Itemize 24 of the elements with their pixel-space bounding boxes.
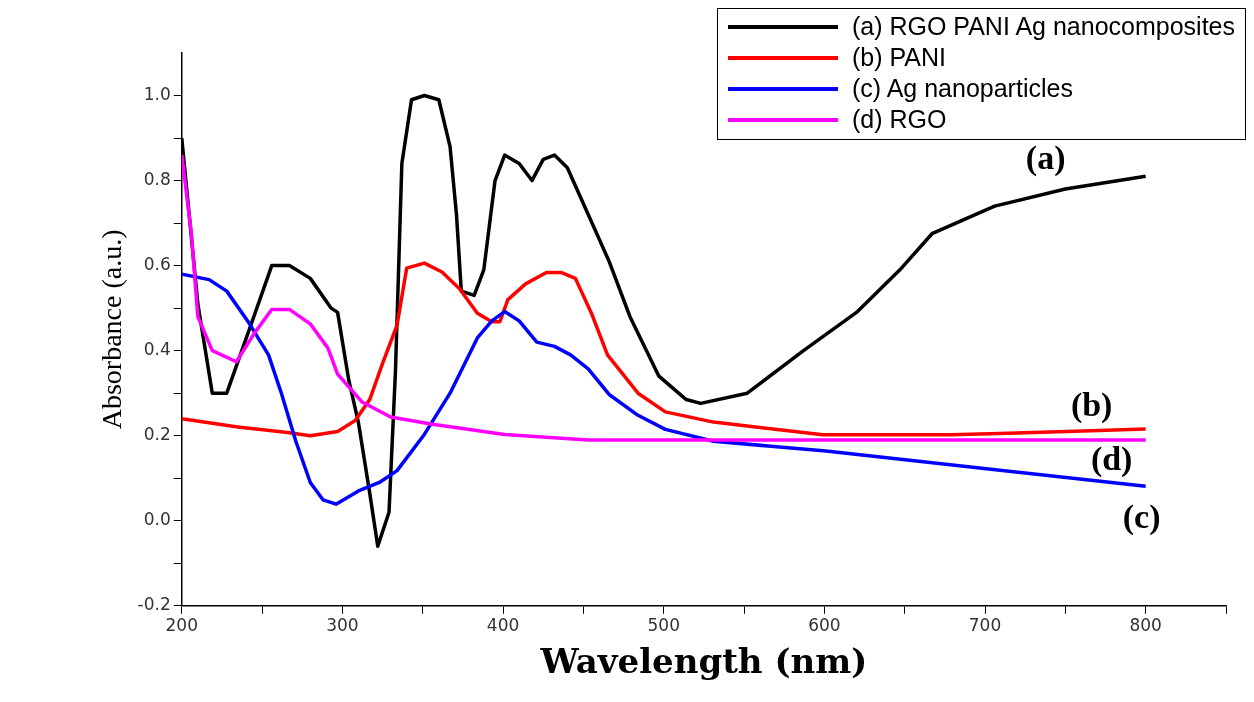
y-tick-label: -0.2 <box>137 594 171 615</box>
annotation: (d) <box>1090 439 1133 478</box>
legend-label: (c) Ag nanoparticles <box>851 74 1073 103</box>
y-tick-label: 0.0 <box>143 509 171 530</box>
annotation: (c) <box>1122 498 1161 537</box>
x-tick-label: 700 <box>968 615 1002 636</box>
y-axis-title: Absorbance (a.u.) <box>96 229 128 430</box>
x-tick-label: 300 <box>326 615 359 636</box>
x-tick-label: 600 <box>808 615 841 636</box>
legend-label: (d) RGO <box>851 105 947 134</box>
y-tick-label: 0.4 <box>143 339 171 360</box>
y-tick-label: 0.6 <box>143 254 171 275</box>
x-axis-title: Wavelength (nm) <box>539 641 868 682</box>
annotation: (b) <box>1070 385 1113 424</box>
y-tick-label: 0.2 <box>143 424 171 445</box>
y-tick-label: 0.8 <box>143 168 171 189</box>
x-tick-label: 500 <box>647 615 680 636</box>
x-tick-label: 200 <box>165 615 198 636</box>
annotation: (a) <box>1025 139 1066 178</box>
legend-label: (b) PANI <box>851 43 946 72</box>
x-tick-label: 800 <box>1129 615 1162 636</box>
y-tick-label: 1.0 <box>143 83 171 104</box>
legend-label: (a) RGO PANI Ag nanocomposites <box>851 12 1235 41</box>
x-tick-label: 400 <box>486 615 520 636</box>
